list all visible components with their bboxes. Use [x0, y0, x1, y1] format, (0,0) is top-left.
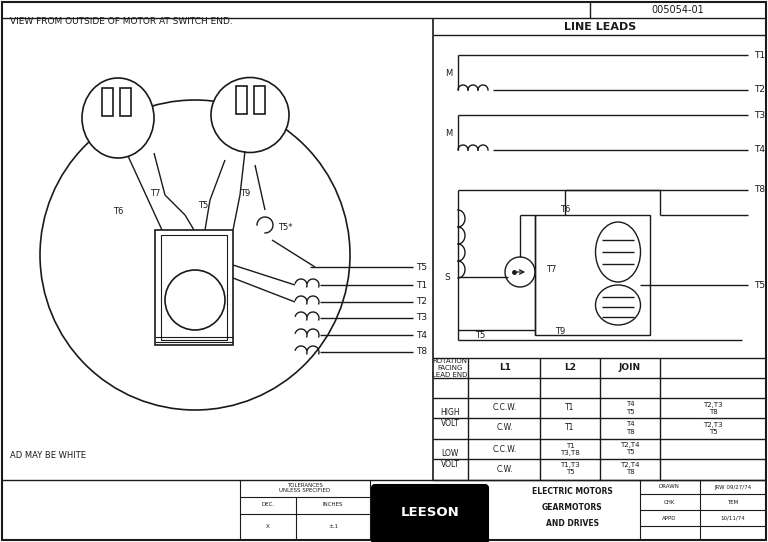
Bar [161, 235, 227, 340]
Text: T4
T8: T4 T8 [626, 422, 634, 435]
Ellipse shape [595, 285, 641, 325]
Text: T5: T5 [198, 201, 208, 210]
Bar [102, 88, 113, 116]
Text: TOLERANCES
UNLESS SPECIFIED: TOLERANCES UNLESS SPECIFIED [280, 482, 330, 493]
Text: T2,T4
T5: T2,T4 T5 [621, 442, 640, 455]
Text: GEARMOTORS: GEARMOTORS [541, 502, 602, 512]
Text: JOIN: JOIN [619, 364, 641, 372]
Text: T5: T5 [475, 331, 485, 339]
Text: M: M [445, 68, 452, 78]
Text: T5: T5 [754, 281, 765, 289]
Text: INCHES: INCHES [323, 502, 343, 507]
Text: L2: L2 [564, 364, 576, 372]
Text: T3: T3 [754, 111, 765, 119]
Text: T4
T5: T4 T5 [626, 402, 634, 415]
Text: T3: T3 [416, 313, 427, 322]
Text: T8: T8 [416, 347, 427, 357]
Bar [236, 86, 247, 114]
Text: ELECTRIC MOTORS: ELECTRIC MOTORS [531, 487, 612, 495]
Ellipse shape [211, 78, 289, 152]
Circle shape [165, 270, 225, 330]
Text: S: S [444, 273, 450, 281]
Text: TEM: TEM [727, 500, 739, 505]
Text: T1: T1 [754, 50, 765, 60]
Text: T4: T4 [754, 145, 765, 154]
Text: T2,T3
T8: T2,T3 T8 [703, 402, 723, 415]
Text: C.W.: C.W. [497, 423, 513, 433]
Text: APPD: APPD [662, 515, 677, 520]
Text: AD MAY BE WHITE: AD MAY BE WHITE [10, 450, 86, 460]
Text: ROTATION
FACING
LEAD END: ROTATION FACING LEAD END [432, 358, 468, 378]
Text: L1: L1 [499, 364, 511, 372]
Text: JRW 09/27/74: JRW 09/27/74 [714, 485, 752, 489]
Text: T7: T7 [150, 189, 161, 197]
Text: AND DRIVES: AND DRIVES [545, 519, 598, 527]
Text: HIGH
VOLT: HIGH VOLT [440, 408, 460, 428]
Text: 005054-01: 005054-01 [651, 5, 704, 15]
Text: DEC.: DEC. [261, 502, 275, 507]
Text: VIEW FROM OUTSIDE OF MOTOR AT SWITCH END.: VIEW FROM OUTSIDE OF MOTOR AT SWITCH END… [10, 17, 233, 27]
Text: DRAWN: DRAWN [659, 485, 680, 489]
Text: CHK: CHK [664, 500, 674, 505]
Text: C.C.W.: C.C.W. [493, 403, 517, 412]
Text: C.W.: C.W. [497, 464, 513, 474]
Bar [120, 88, 131, 116]
Text: T7: T7 [546, 266, 556, 274]
Bar [254, 86, 265, 114]
Text: T1: T1 [565, 403, 574, 412]
Text: T1
T3,T8: T1 T3,T8 [560, 442, 580, 455]
Text: LOW
VOLT: LOW VOLT [441, 449, 459, 469]
Text: T2,T4
T8: T2,T4 T8 [621, 462, 640, 475]
Text: T1: T1 [565, 423, 574, 433]
Text: T2,T3
T5: T2,T3 T5 [703, 422, 723, 435]
Bar [535, 215, 650, 335]
Text: T6: T6 [113, 208, 123, 216]
Text: T2: T2 [416, 298, 427, 306]
Text: 10/11/74: 10/11/74 [720, 515, 746, 520]
Text: T1: T1 [416, 281, 427, 289]
FancyBboxPatch shape [372, 485, 488, 542]
Text: T4: T4 [416, 331, 427, 339]
Bar [155, 230, 233, 345]
Text: X: X [266, 525, 270, 530]
Text: T8: T8 [754, 185, 765, 195]
Text: M: M [445, 128, 452, 138]
Text: T9: T9 [554, 327, 565, 337]
Text: T6: T6 [560, 205, 570, 215]
Text: LINE LEADS: LINE LEADS [564, 22, 636, 32]
Ellipse shape [82, 78, 154, 158]
Text: T9: T9 [240, 189, 250, 197]
Text: ±.1: ±.1 [328, 525, 338, 530]
Text: T2: T2 [754, 86, 765, 94]
Text: LEESON: LEESON [401, 507, 459, 519]
Text: T5*: T5* [278, 223, 293, 233]
Text: T1,T3
T5: T1,T3 T5 [560, 462, 580, 475]
Text: T5: T5 [416, 262, 427, 272]
Text: C.C.W.: C.C.W. [493, 444, 517, 454]
Ellipse shape [595, 222, 641, 282]
